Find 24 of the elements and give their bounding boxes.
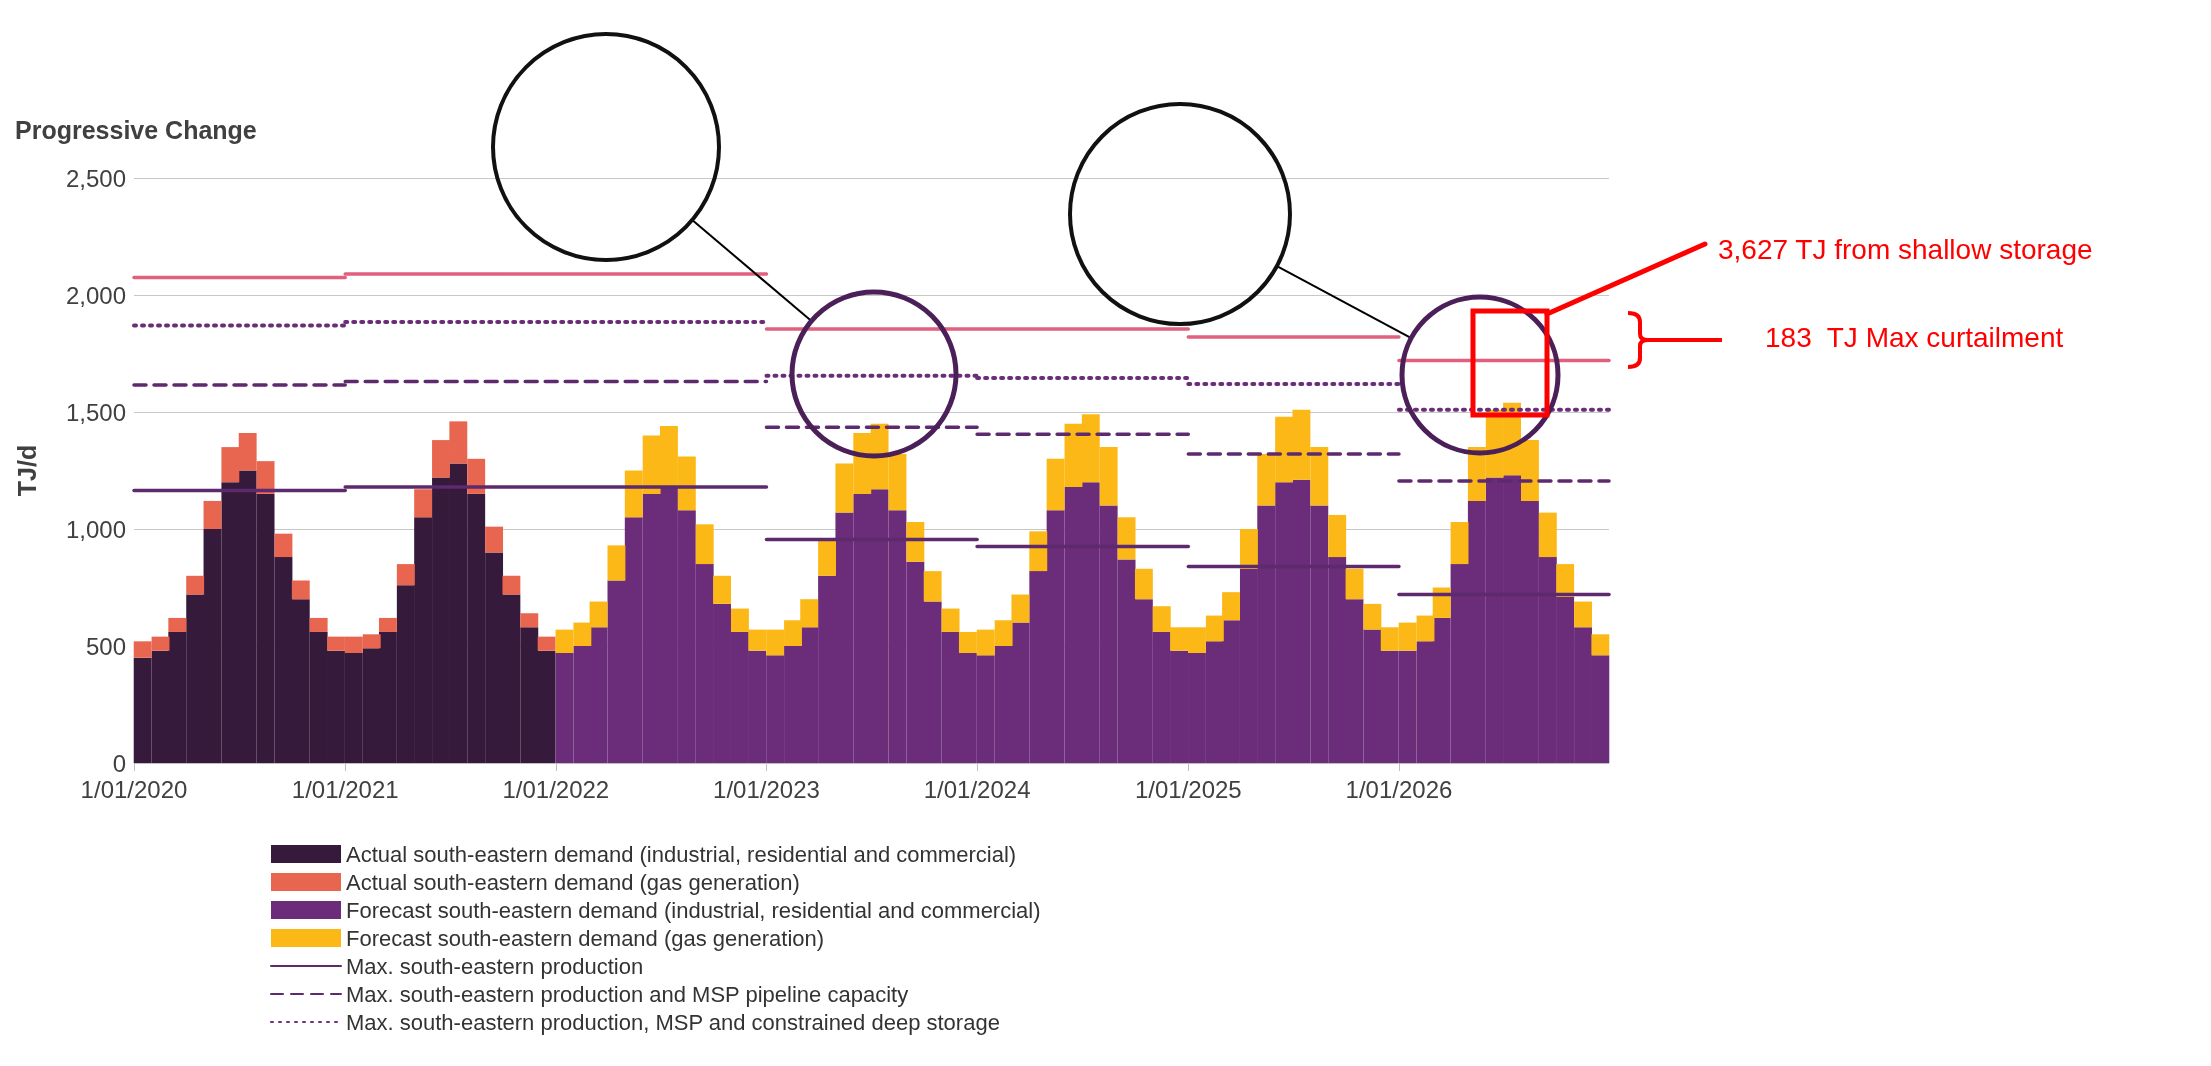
legend-label: Actual south-eastern demand (industrial, residential and commercial) <box>346 841 1017 867</box>
y-tick-label: 1,000 <box>65 515 126 543</box>
legend-label: Max. south-eastern production <box>346 953 644 979</box>
y-tick-label: 0 <box>112 749 126 777</box>
legend-label: Forecast south-eastern demand (industrial, residential and commercial) <box>346 897 1041 923</box>
y-tick-label: 1,500 <box>65 398 126 426</box>
text: 3,627 TJ from shallow storage <box>1718 234 2093 266</box>
legend-label: Max. south-eastern production, MSP and constrained deep storage <box>346 1009 1000 1035</box>
x-tick-label: 1/01/2025 <box>1134 775 1242 803</box>
x-tick-label: 1/01/2024 <box>923 775 1031 803</box>
legend-label: Forecast south-eastern demand (gas generation) <box>346 925 825 951</box>
x-tick-label: 1/01/2026 <box>1345 775 1453 803</box>
y-tick-label: 500 <box>85 632 126 660</box>
x-tick-label: 1/01/2021 <box>291 775 399 803</box>
x-tick-label: 1/01/2022 <box>502 775 610 803</box>
y-tick-label: 2,500 <box>65 164 126 192</box>
legend-label: Actual south-eastern demand (gas generation) <box>346 869 800 895</box>
x-tick-label: 1/01/2020 <box>80 775 188 803</box>
legend-label: Max. south-eastern production and MSP pipeline capacity <box>346 981 909 1007</box>
text: 183 TJ Max curtailment <box>1765 322 2064 354</box>
y-tick-label: 2,000 <box>65 281 126 309</box>
chart-title: Progressive Change <box>15 115 257 144</box>
x-tick-label: 1/01/2023 <box>713 775 820 803</box>
y-axis-title: TJ/d <box>12 444 41 497</box>
